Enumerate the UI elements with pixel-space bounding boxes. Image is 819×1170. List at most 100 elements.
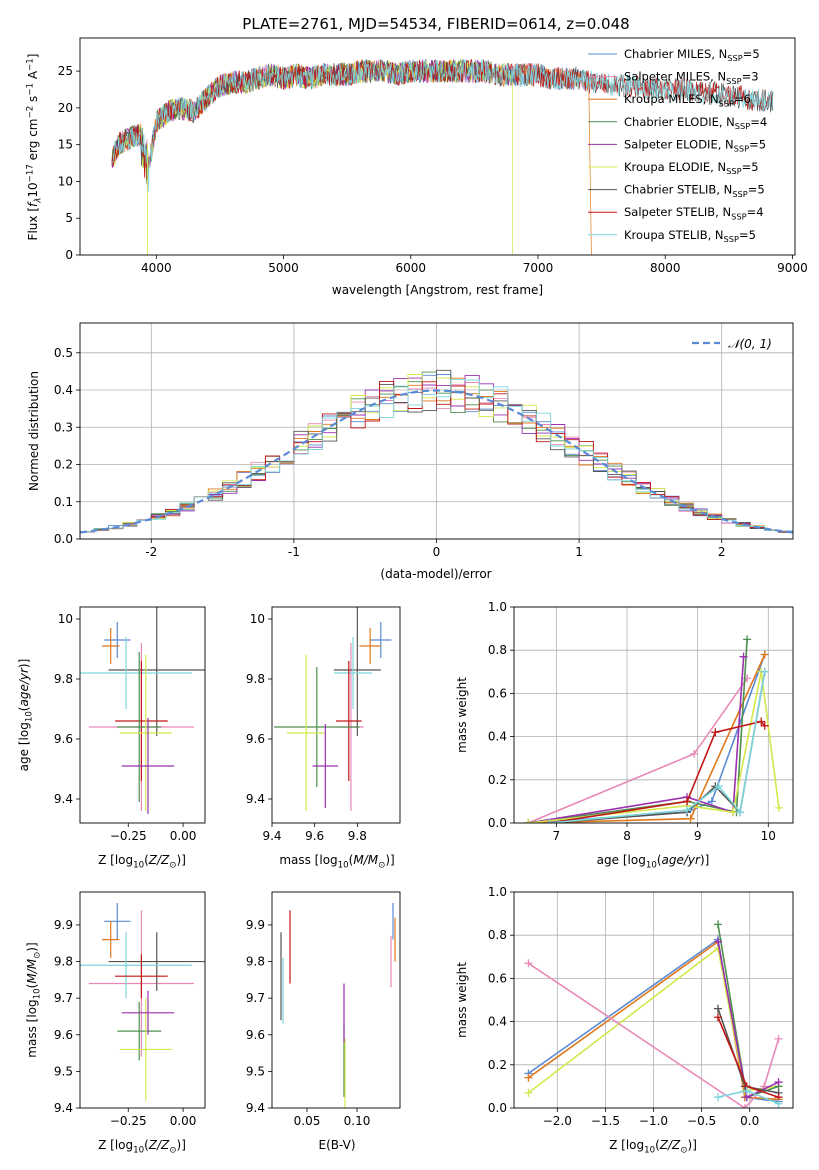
text-span: SSP	[719, 98, 734, 108]
y-tick-label: 0.3	[54, 420, 73, 434]
y-tick-label: 9.5	[246, 1064, 265, 1078]
data-point	[740, 1104, 749, 1108]
text-span: =4	[750, 115, 767, 129]
y-tick-label: 0.8	[488, 928, 507, 942]
x-tick-label: 0	[433, 545, 441, 559]
series-line	[528, 654, 766, 823]
data-point	[524, 959, 533, 968]
gaussian-curve	[80, 389, 793, 534]
legend-entry: Kroupa ELODIE, NSSP​=5	[624, 160, 759, 176]
series-line	[717, 1016, 779, 1098]
text-span: =4	[747, 205, 764, 219]
axes-spine	[79, 606, 206, 824]
errorbar-kroupa-elodie	[119, 998, 173, 1101]
text-span: −1	[25, 83, 35, 96]
text-span: )]	[177, 853, 186, 867]
text-span: mass [log	[25, 999, 39, 1057]
spectrum-line-kroupa-elodie	[111, 59, 513, 255]
axes-frame: 7 8 9 10 0.0 0.2 0.4 0.6 0.8 1.0 age [log10​(age/y…	[455, 600, 794, 870]
y-tick-label: 0	[65, 248, 73, 262]
series-chabrier-miles	[524, 650, 769, 823]
text-span: ]	[26, 54, 40, 59]
x-axis-label: wavelength [Angstrom, rest frame]	[332, 283, 543, 297]
text-span: Salpeter ELODIE, N	[624, 137, 734, 151]
data-point	[683, 806, 692, 815]
text-span: SSP	[732, 189, 747, 199]
y-tick-label: 0.5	[54, 346, 73, 360]
text-span: Kroupa MILES, N	[624, 92, 719, 106]
data-point	[742, 1086, 751, 1095]
data-point	[774, 803, 783, 812]
text-span: =5	[742, 160, 759, 174]
text-span: SSP	[724, 234, 739, 244]
text-span: Flux [	[26, 207, 40, 240]
legend-entry: Salpeter STELIB, NSSP​=4	[624, 205, 764, 221]
text-span: mass [log	[279, 853, 337, 867]
series-kroupa-stelib	[713, 1086, 783, 1108]
panel-mass-weight-vs-age: 7 8 9 10 0.0 0.2 0.4 0.6 0.8 1.0 age [log10​(age/y…	[455, 600, 794, 870]
text-span: erg cm	[26, 119, 40, 165]
y-tick-label: 15	[58, 138, 73, 152]
y-tick-label: 9.9	[54, 918, 73, 932]
series-salpeter-miles	[524, 959, 783, 1108]
x-axis-label: Z [log10​(Z/Z⊙​)]	[98, 853, 186, 870]
legend-entry: Chabrier MILES, NSSP​=5	[624, 47, 760, 63]
errorbar-salpeter-elodie	[312, 724, 339, 808]
data-point	[707, 797, 716, 806]
text-span: Z [log	[609, 1138, 644, 1152]
data-point	[524, 1088, 533, 1097]
text-span: Z [log	[98, 853, 133, 867]
x-axis-label: Z [log10​(Z/Z⊙​)]	[98, 1138, 186, 1155]
text-span: (	[144, 853, 149, 867]
text-span: (	[655, 1138, 660, 1152]
text-span: =5	[743, 47, 760, 61]
series-salpeter-elodie	[713, 937, 783, 1102]
text-span: age [log	[17, 722, 31, 771]
x-axis-label: Z [log10​(Z/Z⊙​)]	[609, 1138, 697, 1155]
y-tick-label: 0.2	[488, 773, 507, 787]
x-tick-label: 9.6	[305, 829, 324, 843]
y-tick-label: 9.8	[54, 672, 73, 686]
data-point	[690, 749, 699, 758]
figure-title: PLATE=2761, MJD=54534, FIBERID=0614, z=0…	[242, 15, 629, 33]
y-axis-label: Flux [fλ​10−17​ erg cm−2​ s−1​ A−1​]	[25, 54, 43, 241]
series-salpeter-miles	[524, 674, 752, 823]
y-tick-label: 0.2	[488, 1058, 507, 1072]
data-point	[545, 819, 554, 823]
text-span: ⊙	[680, 1145, 687, 1155]
data-point	[739, 652, 748, 661]
legend-entry: Salpeter MILES, NSSP​=3	[624, 70, 759, 86]
x-tick-label: −2.0	[543, 1114, 572, 1128]
text-span: Kroupa STELIB, N	[624, 228, 724, 242]
text-span: =5	[748, 183, 765, 197]
errorbar-chabrier-miles	[104, 902, 131, 940]
panel-mass-vs-EBV: 0.05 0.10 9.4 9.5 9.6 9.7 9.8 9.9 E(B-V)	[246, 891, 401, 1152]
text-span: SSP	[727, 53, 742, 63]
text-span: Z/Z	[148, 1138, 170, 1152]
y-tick-label: 0.8	[488, 643, 507, 657]
text-span: age [log	[597, 853, 646, 867]
x-tick-label: 0.00	[170, 1114, 197, 1128]
errorbar-chabrier-stelib	[108, 607, 205, 736]
errorbar-salpeter-elodie	[121, 990, 175, 1035]
y-axis-label: Normed distribution	[27, 371, 41, 491]
axes-spine	[513, 891, 794, 1109]
series-line	[717, 941, 779, 1099]
text-span: age/yr	[662, 853, 701, 867]
text-span: ⊙	[378, 860, 385, 870]
plot-area	[524, 920, 783, 1108]
axes-frame: -2 -1 0 1 2 0.0 0.1 0.2 0.3 0.4 0.5 𝒩(0, 1) (data-mo…	[27, 322, 794, 581]
errorbar-salpeter-stelib	[115, 661, 168, 781]
x-tick-label: 0.00	[170, 829, 197, 843]
text-span: ⊙	[169, 860, 176, 870]
panel-spectrum: 4000 5000 6000 7000 8000 9000 0 5 10 15 20 25 wavele…	[25, 37, 808, 297]
y-tick-label: 9.4	[246, 792, 265, 806]
series-kroupa-miles	[524, 650, 769, 823]
plot-area	[274, 607, 392, 811]
y-tick-label: 9.6	[54, 1028, 73, 1042]
data-point	[524, 1073, 533, 1082]
x-tick-label: 6000	[396, 261, 427, 275]
text-span: Chabrier STELIB, N	[624, 183, 732, 197]
